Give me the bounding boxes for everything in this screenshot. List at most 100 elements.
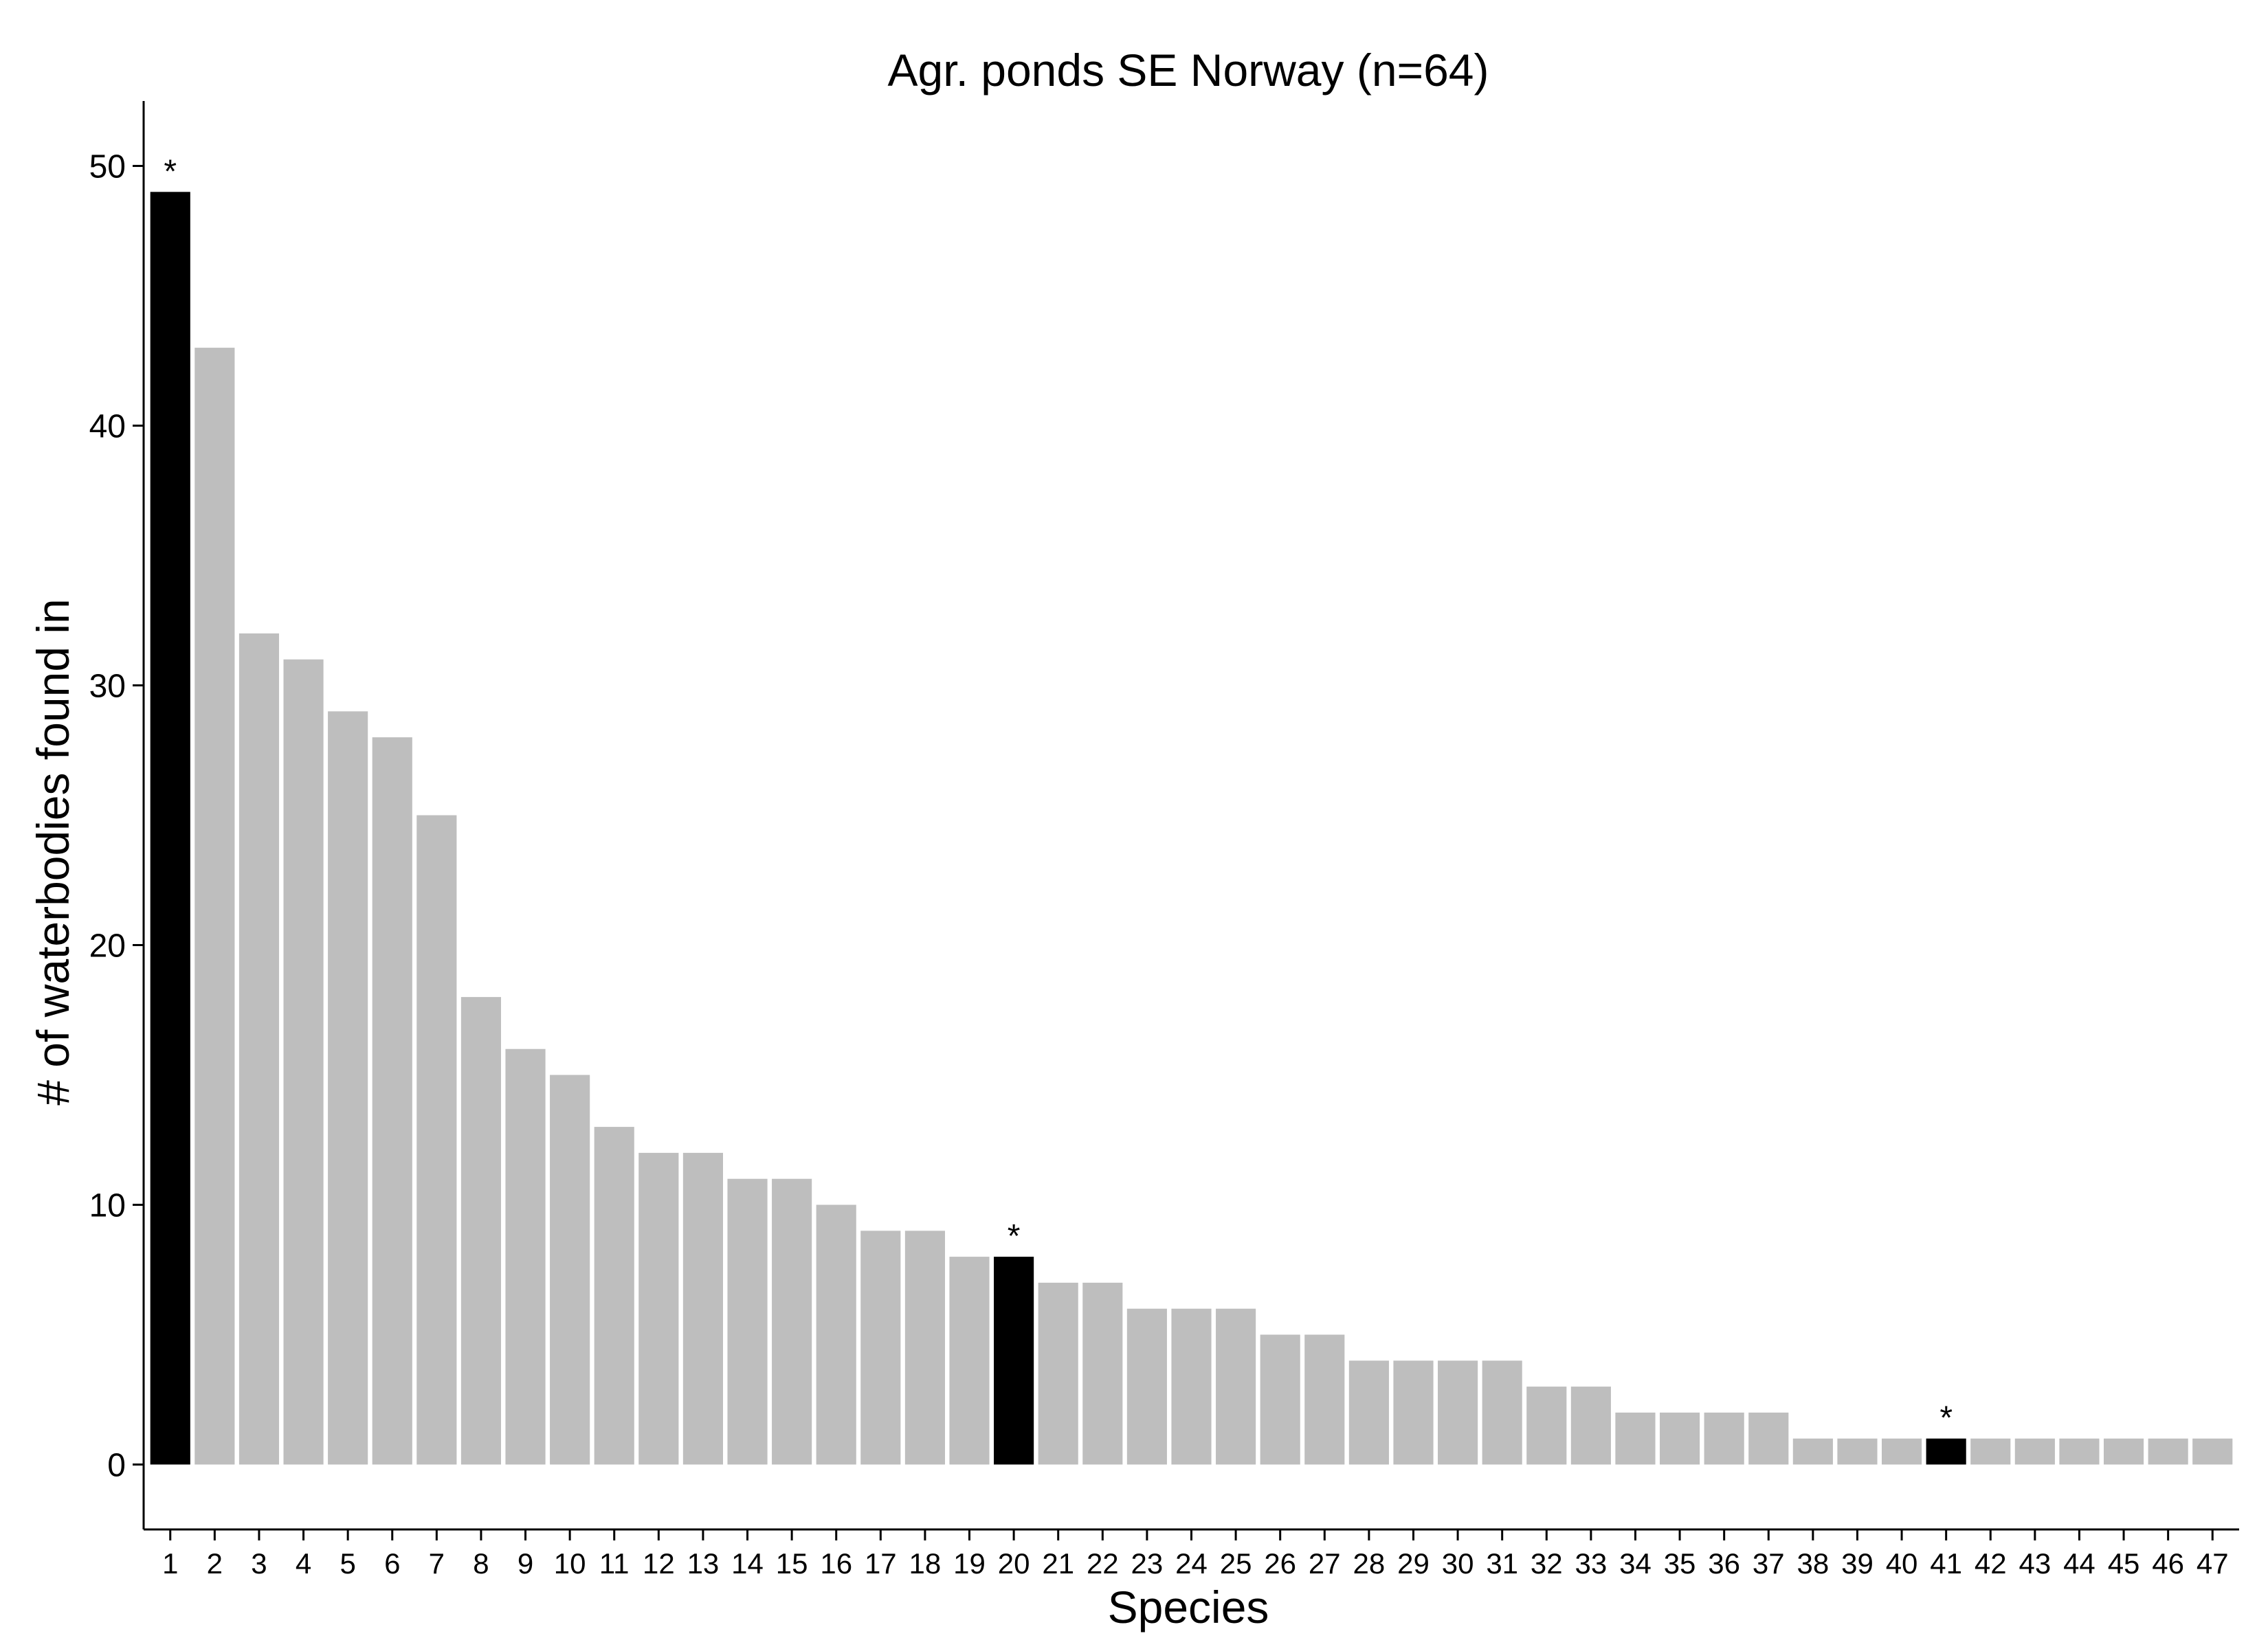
x-tick-label-39: 39 xyxy=(1841,1547,1874,1580)
bar-species-2 xyxy=(194,348,235,1465)
bar-species-33 xyxy=(1570,1387,1611,1465)
highlight-marker-1: * xyxy=(164,153,177,190)
x-tick-label-43: 43 xyxy=(2019,1547,2051,1580)
bar-species-18 xyxy=(904,1231,945,1465)
bar-species-8 xyxy=(460,997,502,1465)
bar-species-24 xyxy=(1171,1308,1212,1465)
bar-species-25 xyxy=(1216,1308,1256,1465)
x-tick-label-13: 13 xyxy=(687,1547,720,1580)
chart-title: Agr. ponds SE Norway (n=64) xyxy=(888,45,1489,96)
bar-species-23 xyxy=(1126,1308,1167,1465)
bar-species-47 xyxy=(2192,1438,2233,1465)
bar-species-12 xyxy=(638,1152,679,1465)
x-tick-label-33: 33 xyxy=(1575,1547,1608,1580)
y-tick-label-40: 40 xyxy=(89,409,126,445)
x-tick-label-24: 24 xyxy=(1175,1547,1208,1580)
bar-species-31 xyxy=(1482,1360,1522,1465)
bar-species-21 xyxy=(1038,1282,1078,1465)
highlight-markers: * * * xyxy=(164,153,1953,1436)
bar-species-36 xyxy=(1704,1412,1744,1465)
x-tick-label-29: 29 xyxy=(1397,1547,1430,1580)
bar-species-29 xyxy=(1393,1360,1434,1465)
bar-species-1 xyxy=(150,192,190,1465)
x-tick-label-27: 27 xyxy=(1309,1547,1341,1580)
bar-species-6 xyxy=(372,737,412,1465)
x-tick-label-26: 26 xyxy=(1264,1547,1296,1580)
bar-species-39 xyxy=(1837,1438,1878,1465)
x-tick-label-36: 36 xyxy=(1708,1547,1740,1580)
x-tick-label-3: 3 xyxy=(251,1547,267,1580)
bar-species-28 xyxy=(1348,1360,1389,1465)
x-tick-label-20: 20 xyxy=(998,1547,1030,1580)
bar-species-32 xyxy=(1526,1387,1567,1465)
bar-species-5 xyxy=(328,711,368,1465)
bar-species-38 xyxy=(1792,1438,1833,1465)
bar-species-14 xyxy=(727,1178,768,1465)
x-tick-label-40: 40 xyxy=(1886,1547,1918,1580)
x-tick-label-44: 44 xyxy=(2063,1547,2095,1580)
x-tick-label-2: 2 xyxy=(207,1547,223,1580)
bar-species-43 xyxy=(2014,1438,2055,1465)
bar-species-9 xyxy=(505,1048,546,1465)
x-axis-label: Species xyxy=(1108,1582,1269,1633)
x-tick-label-18: 18 xyxy=(909,1547,942,1580)
x-tick-label-47: 47 xyxy=(2197,1547,2229,1580)
x-tick-label-4: 4 xyxy=(296,1547,311,1580)
x-tick-label-30: 30 xyxy=(1442,1547,1474,1580)
bar-species-46 xyxy=(2148,1438,2188,1465)
bar-species-41 xyxy=(1926,1438,1966,1465)
bar-species-3 xyxy=(238,633,280,1465)
highlight-marker-41: * xyxy=(1939,1400,1953,1437)
x-tick-label-10: 10 xyxy=(554,1547,586,1580)
x-tick-label-7: 7 xyxy=(429,1547,445,1580)
bar-species-35 xyxy=(1660,1412,1700,1465)
x-axis: 1 2 3 4 5 6 7 8 9 10 11 12 13 14 15 16 17 18 19 20 21 22 23 24 2… xyxy=(144,1528,2239,1580)
x-tick-label-21: 21 xyxy=(1042,1547,1074,1580)
x-tick-label-32: 32 xyxy=(1531,1547,1563,1580)
x-tick-label-23: 23 xyxy=(1131,1547,1164,1580)
x-tick-label-16: 16 xyxy=(820,1547,852,1580)
bar-species-44 xyxy=(2059,1438,2100,1465)
x-tick-label-8: 8 xyxy=(473,1547,489,1580)
x-tick-label-6: 6 xyxy=(384,1547,400,1580)
bar-species-37 xyxy=(1748,1412,1789,1465)
x-tick-label-19: 19 xyxy=(953,1547,986,1580)
bar-species-19 xyxy=(949,1257,990,1465)
x-tick-label-46: 46 xyxy=(2152,1547,2184,1580)
bar-species-26 xyxy=(1260,1334,1300,1465)
bar-species-15 xyxy=(772,1178,812,1465)
x-tick-label-35: 35 xyxy=(1664,1547,1696,1580)
bar-species-7 xyxy=(416,815,457,1465)
y-axis: 0 10 20 30 40 50 xyxy=(89,101,145,1529)
bar-species-27 xyxy=(1304,1334,1345,1465)
x-tick-label-15: 15 xyxy=(776,1547,808,1580)
x-tick-label-41: 41 xyxy=(1930,1547,1962,1580)
bar-species-34 xyxy=(1615,1412,1656,1465)
x-tick-label-37: 37 xyxy=(1753,1547,1785,1580)
bar-species-22 xyxy=(1082,1282,1123,1465)
bar-species-4 xyxy=(283,659,324,1465)
y-tick-label-50: 50 xyxy=(89,149,126,186)
y-tick-label-0: 0 xyxy=(107,1448,126,1484)
x-tick-label-34: 34 xyxy=(1619,1547,1652,1580)
x-tick-label-11: 11 xyxy=(599,1547,630,1580)
x-tick-label-25: 25 xyxy=(1220,1547,1252,1580)
bar-species-16 xyxy=(816,1204,856,1465)
x-tick-label-17: 17 xyxy=(865,1547,897,1580)
bars-layer xyxy=(150,192,2233,1465)
x-tick-label-12: 12 xyxy=(643,1547,675,1580)
x-tick-label-31: 31 xyxy=(1486,1547,1518,1580)
highlight-marker-20: * xyxy=(1008,1218,1021,1255)
x-tick-label-42: 42 xyxy=(1975,1547,2007,1580)
bar-species-11 xyxy=(594,1127,634,1465)
bar-species-40 xyxy=(1881,1438,1922,1465)
x-tick-label-38: 38 xyxy=(1797,1547,1830,1580)
y-tick-label-30: 30 xyxy=(89,669,126,705)
x-tick-label-22: 22 xyxy=(1087,1547,1119,1580)
x-tick-label-9: 9 xyxy=(518,1547,533,1580)
x-tick-label-14: 14 xyxy=(731,1547,764,1580)
bar-species-17 xyxy=(860,1231,901,1465)
bar-species-10 xyxy=(550,1075,590,1465)
y-tick-label-20: 20 xyxy=(89,928,126,965)
